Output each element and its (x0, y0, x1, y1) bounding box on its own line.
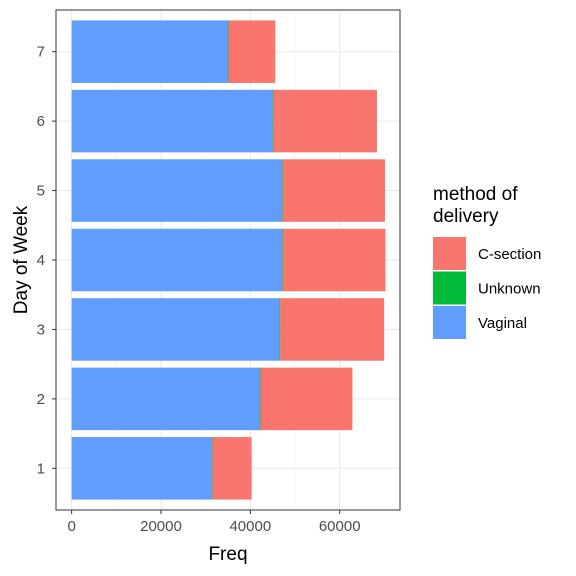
x-axis: 0 20000 40000 60000 (67, 510, 361, 535)
bar-vaginal-day-5 (71, 159, 283, 222)
y-tick-label: 5 (37, 183, 45, 200)
bar-vaginal-day-7 (71, 20, 229, 83)
y-axis-title: Day of Week (11, 205, 32, 314)
legend-label-c-section: C-section (478, 246, 541, 263)
bar-c-section-day-1 (212, 437, 252, 500)
bar-unknown-day-1 (211, 437, 213, 500)
y-tick-label: 4 (37, 252, 45, 269)
x-tick-label: 0 (67, 518, 75, 535)
x-tick-label: 20000 (140, 518, 182, 535)
y-tick-label: 2 (37, 391, 45, 408)
bar-c-section-day-3 (280, 298, 385, 361)
y-tick-label: 6 (37, 113, 45, 130)
y-tick-label: 7 (37, 44, 45, 61)
bar-vaginal-day-1 (71, 437, 212, 500)
x-tick-label: 60000 (319, 518, 361, 535)
bar-c-section-day-6 (273, 89, 377, 153)
bar-c-section-day-5 (282, 159, 386, 222)
legend-key-unknown (433, 271, 466, 305)
legend-label-vaginal: Vaginal (478, 315, 527, 332)
bar-vaginal-day-6 (71, 89, 273, 153)
legend-items: C-section Unknown Vaginal (433, 237, 541, 339)
y-tick-label: 3 (37, 321, 45, 338)
legend-label-unknown: Unknown (478, 281, 541, 298)
bar-c-section-day-2 (260, 367, 353, 431)
legend-key-vaginal (433, 306, 466, 339)
legend-key-c-section (433, 237, 466, 270)
bar-vaginal-day-3 (71, 298, 280, 361)
bar-unknown-day-5 (282, 159, 283, 222)
bar-unknown-day-6 (272, 89, 274, 153)
legend-title-line-2: delivery (433, 206, 499, 227)
bar-c-section-day-4 (282, 228, 386, 292)
bar-unknown-day-4 (282, 228, 283, 292)
y-tick-label: 1 (37, 460, 45, 477)
x-tick-label: 40000 (229, 518, 271, 535)
bar-vaginal-day-2 (71, 367, 260, 431)
legend-title-line-1: method of (433, 184, 518, 205)
bar-unknown-day-3 (279, 298, 281, 361)
bar-vaginal-day-4 (71, 228, 283, 292)
x-axis-title: Freq (208, 544, 247, 565)
bar-unknown-day-7 (228, 20, 229, 83)
bars (71, 20, 386, 500)
legend: method of delivery C-section Unknown Vagin… (433, 184, 541, 339)
y-axis: 1 2 3 4 5 6 7 (37, 44, 56, 477)
bar-unknown-day-2 (259, 367, 261, 431)
bar-c-section-day-7 (228, 20, 276, 83)
